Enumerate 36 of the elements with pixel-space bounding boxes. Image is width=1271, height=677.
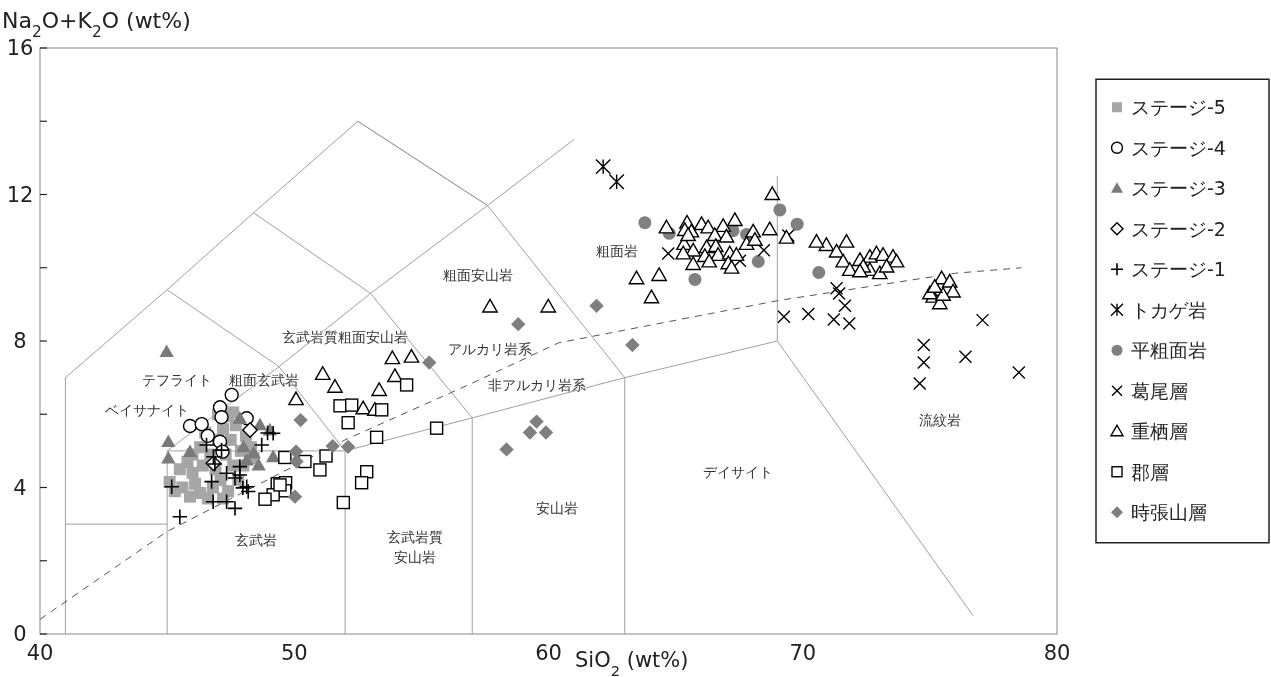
x-tick-label: 50 <box>280 641 308 665</box>
x-tick-label: 40 <box>26 641 54 665</box>
legend-label: 郡層 <box>1131 460 1169 483</box>
annotation: テフライト <box>142 372 212 388</box>
annotation: 流紋岩 <box>919 412 961 428</box>
x-axis-title: SiO$_{2}$ (wt%) <box>575 648 689 677</box>
y-tick-label: 8 <box>13 329 27 353</box>
annotation: 玄武岩 <box>235 532 277 548</box>
legend-label: トカゲ岩 <box>1131 298 1207 321</box>
annotation: デイサイト <box>703 464 773 480</box>
annotation: 非アルカリ岩系 <box>488 377 586 393</box>
x-tick-label: 80 <box>1043 641 1071 665</box>
annotation: 安山岩 <box>394 549 436 565</box>
y-tick-label: 16 <box>6 36 34 60</box>
x-tick-label: 60 <box>535 641 562 665</box>
x-tick-label: 70 <box>789 641 817 665</box>
legend-label: ステージ-4 <box>1131 136 1226 159</box>
annotation: 玄武岩質粗面安山岩 <box>282 329 408 345</box>
legend-label: 重栖層 <box>1131 420 1188 443</box>
legend-label: 時張山層 <box>1131 501 1207 524</box>
y-tick-label: 0 <box>13 622 27 646</box>
annotation: 粗面安山岩 <box>443 267 513 283</box>
legend-label: ステージ-5 <box>1131 96 1226 119</box>
annotation: ベイサナイト <box>105 402 189 418</box>
y-tick-label: 12 <box>6 182 34 207</box>
annotation: 粗面岩 <box>596 243 638 259</box>
legend-label: ステージ-2 <box>1131 217 1226 240</box>
legend-label: ステージ-3 <box>1131 177 1226 200</box>
annotation: 粗面玄武岩 <box>229 372 299 388</box>
annotation: 安山岩 <box>536 500 578 516</box>
legend-label: 葛尾層 <box>1131 379 1188 402</box>
legend-label: ステージ-1 <box>1131 258 1226 281</box>
y-tick-label: 4 <box>13 475 27 500</box>
annotation: 玄武岩質 <box>387 529 443 545</box>
annotation: アルカリ岩系 <box>448 341 532 357</box>
legend-label: 平粗面岩 <box>1131 339 1207 362</box>
